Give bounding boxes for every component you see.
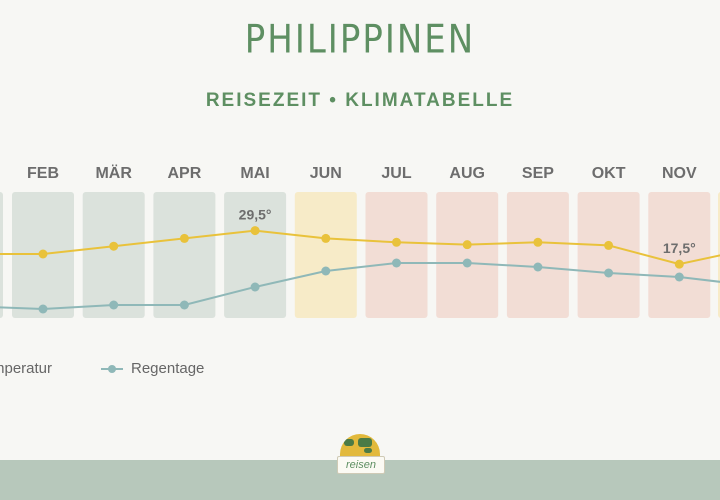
rain-point-apr <box>179 300 189 310</box>
legend-rain-swatch <box>101 364 123 373</box>
temperature-point-okt <box>604 240 614 250</box>
temperature-point-feb <box>38 249 48 259</box>
rain-point-sep <box>533 262 543 272</box>
temperature-line <box>0 229 720 266</box>
temperature-point-mär <box>109 241 119 251</box>
legend-rain-dot <box>108 364 116 373</box>
rain-line <box>0 262 720 311</box>
logo-text: reisen <box>337 456 385 474</box>
month-column-okt <box>577 192 640 318</box>
month-label-jun: JUN <box>310 165 342 182</box>
rain-point-okt <box>604 268 614 278</box>
rain-point-feb <box>38 304 48 314</box>
month-label-mär: MÄR <box>95 164 132 182</box>
rain-point-aug <box>462 258 472 268</box>
temperature-label-mai: 29,5° <box>239 207 272 223</box>
temperature-point-jul <box>392 237 401 247</box>
temperature-point-sep <box>533 237 543 247</box>
series-lines <box>0 226 720 314</box>
month-label-jul: JUL <box>381 165 411 182</box>
legend-item-temperature: mperatur <box>0 360 52 377</box>
climate-chart: FEB MÄR APR MAI JUN JUL AUG SEP OKT NOV 29,5° 17,5… <box>0 164 720 318</box>
site-logo[interactable]: reisen <box>337 434 385 478</box>
month-label-aug: AUG <box>449 165 485 182</box>
month-label-mai: MAI <box>240 165 269 182</box>
month-columns: FEB MÄR APR MAI JUN JUL AUG SEP OKT NOV <box>0 164 720 318</box>
rain-point-mai <box>250 282 260 292</box>
page-subtitle: REISEZEIT • KLIMATABELLE <box>205 90 515 111</box>
temperature-point-jun <box>321 233 331 243</box>
chart-legend: mperatur Regentage <box>0 360 720 382</box>
legend-item-rain: Regentage <box>101 360 204 377</box>
month-label-feb: FEB <box>27 165 59 182</box>
temperature-label-nov: 17,5° <box>663 240 696 256</box>
legend-rain-label: Regentage <box>131 360 205 377</box>
month-column-sep <box>506 192 569 318</box>
rain-point-jul <box>392 258 401 268</box>
rain-point-nov <box>674 272 684 282</box>
month-label-apr: APR <box>168 165 202 182</box>
month-label-okt: OKT <box>592 165 626 182</box>
month-label-sep: SEP <box>522 165 554 182</box>
rain-point-mär <box>109 300 119 310</box>
temperature-point-mai <box>250 226 260 236</box>
month-column-mai <box>224 192 287 318</box>
month-column-jul <box>365 192 428 318</box>
month-column-mär <box>82 192 145 318</box>
month-label-nov: NOV <box>662 165 697 182</box>
temperature-point-apr <box>179 233 189 243</box>
legend-temperature-label: mperatur <box>0 360 53 377</box>
month-column-aug <box>436 192 499 318</box>
point-labels: 29,5° 17,5° <box>239 207 696 257</box>
month-column-nov <box>648 192 711 318</box>
temperature-point-nov <box>674 259 684 269</box>
temperature-point-aug <box>462 240 472 250</box>
page-title: PHILIPPINEN <box>244 17 476 63</box>
month-column-apr <box>153 192 216 318</box>
rain-point-jun <box>321 266 331 276</box>
month-column-jun <box>294 192 357 318</box>
